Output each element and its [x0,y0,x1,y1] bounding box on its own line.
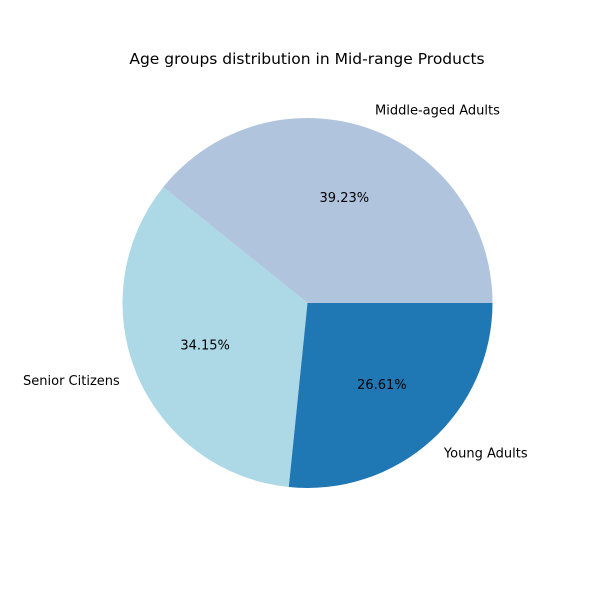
slice-label: Young Adults [443,446,528,461]
slice-percent-label: 26.61% [357,378,407,393]
pie-slice-young-adults [288,303,493,488]
pie-slice-senior-citizens [122,187,308,488]
slice-label: Senior Citizens [23,374,120,389]
chart-title: Age groups distribution in Mid-range Pro… [129,50,484,68]
slice-percent-label: 39.23% [320,191,370,206]
pie-slices [122,117,493,488]
slice-percent-label: 34.15% [180,338,230,353]
slice-label: Middle-aged Adults [375,104,500,119]
pie-labels: Middle-aged Adults 39.23% Senior Citizens 3… [23,104,528,462]
pie-slice-middle-aged-adults [163,117,493,303]
